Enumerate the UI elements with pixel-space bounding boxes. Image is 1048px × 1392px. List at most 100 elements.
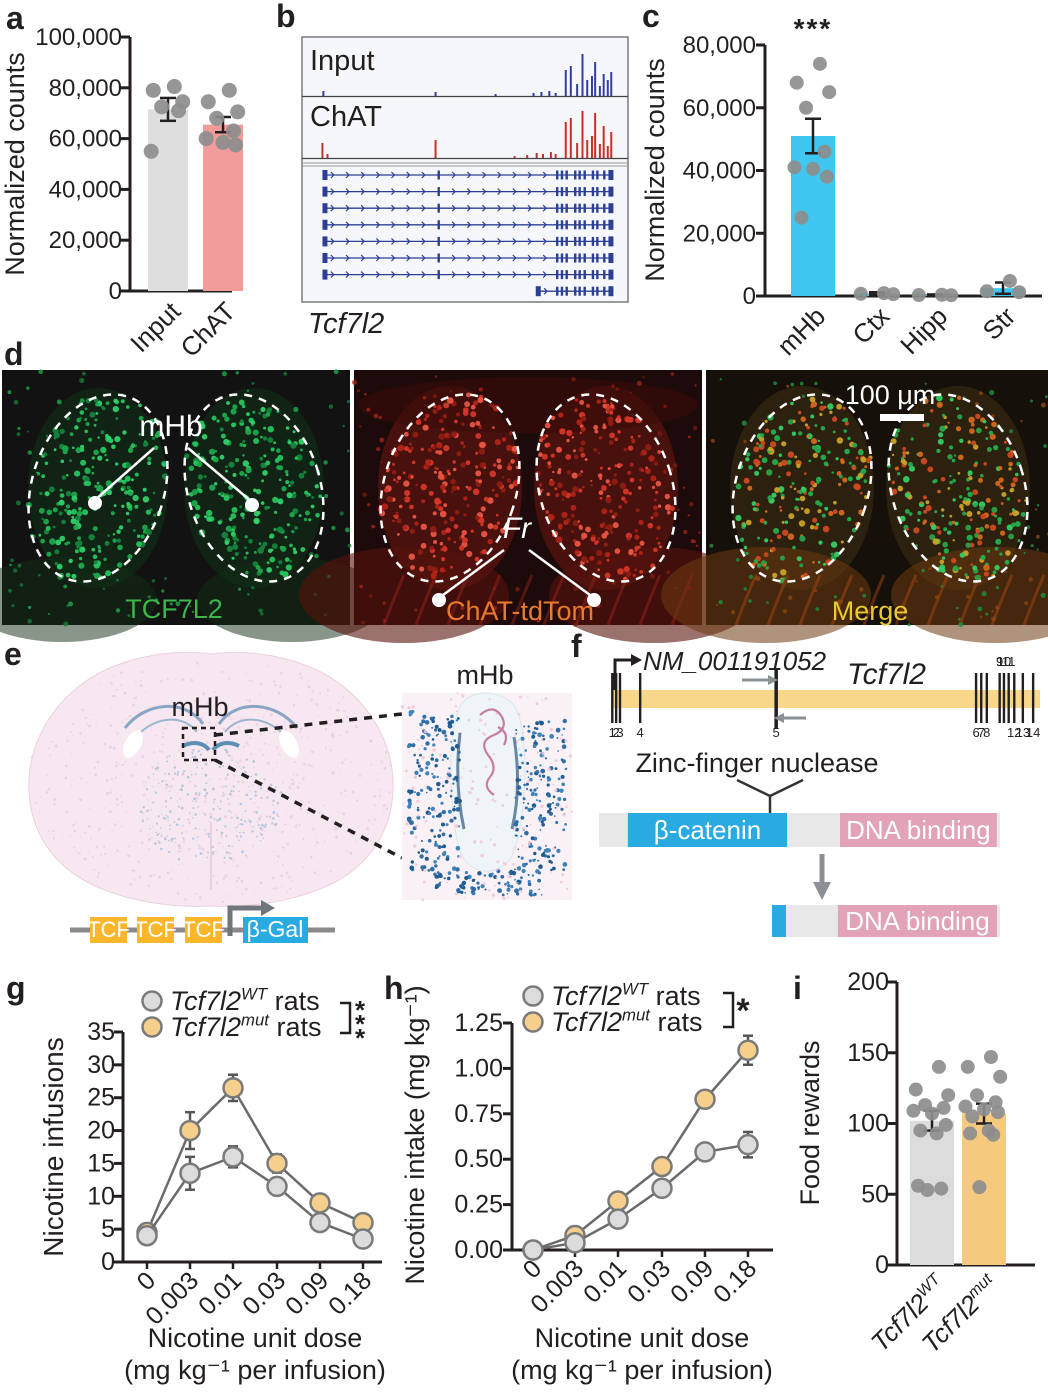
x-axis-title: (mg kg⁻¹ per infusion): [511, 1355, 773, 1385]
svg-text:40,000: 40,000: [683, 158, 756, 185]
significance-stars: *: [355, 995, 366, 1025]
channel-label-merge: Merge: [832, 596, 909, 626]
mhb-outline: [379, 393, 521, 583]
svg-text:0: 0: [743, 283, 756, 310]
svg-text:20,000: 20,000: [683, 220, 756, 247]
y-axis-title: Food rewards: [795, 1040, 825, 1205]
svg-text:100,000: 100,000: [35, 24, 122, 51]
svg-text:0: 0: [109, 278, 122, 305]
svg-text:15: 15: [87, 1149, 115, 1177]
svg-text:20,000: 20,000: [49, 227, 122, 254]
legend-entry: Tcf7l2WT rats: [551, 980, 701, 1011]
exon-number: 11: [1002, 654, 1016, 669]
panel-d-image-merge: 100 μm Merge: [661, 370, 1048, 643]
significance-stars: *: [355, 1023, 366, 1053]
scale-bar-label: 100 μm: [845, 380, 936, 410]
panel-label-h: h: [384, 970, 404, 1006]
fr-annotation: Fr: [503, 512, 532, 545]
panel-label-d: d: [4, 336, 24, 372]
x-tick-label: 0.03: [622, 1254, 676, 1308]
exon-number: 4: [637, 725, 644, 740]
x-tick-label: 0.09: [665, 1254, 719, 1308]
exon-number: 2: [613, 725, 620, 740]
tcf-box: [90, 917, 127, 943]
svg-text:35: 35: [87, 1018, 115, 1046]
panel-d-image-chat-tdtom: Fr ChAT-tdTom: [299, 370, 759, 643]
x-tick-label: mHb: [771, 301, 831, 361]
x-axis-title: Nicotine unit dose: [535, 1323, 750, 1353]
svg-text:0: 0: [875, 1251, 889, 1279]
tcf-box: [185, 917, 222, 943]
exon-number: 3: [616, 725, 623, 740]
x-tick-label: Str: [977, 301, 1022, 346]
x-tick-label: ChAT: [174, 296, 241, 363]
x-tick-label: 0.18: [323, 1266, 377, 1320]
panel-label-g: g: [6, 970, 26, 1006]
panel-a-bar-chart: 0 20,000 40,000 60,000 80,000 100,000Normaliz…: [0, 24, 246, 363]
mhb-inset-image: [400, 692, 574, 902]
protein-domain-label: β-catenin: [654, 815, 761, 845]
svg-text:20: 20: [87, 1117, 115, 1145]
nuclease-label: Zinc-finger nuclease: [635, 748, 878, 778]
y-axis-title: Nicotine infusions: [38, 1037, 69, 1256]
x-axis-title: (mg kg⁻¹ per infusion): [124, 1355, 386, 1385]
mhb-outline: [183, 393, 325, 583]
exon-number: 12: [1007, 725, 1021, 740]
svg-text:0.00: 0.00: [454, 1236, 503, 1264]
tcf-box-label: TCF: [182, 917, 225, 942]
mhb-outline: [535, 393, 677, 583]
exon-number: 6: [972, 725, 979, 740]
mhb-outline: [27, 393, 169, 583]
panel-b-gene-label: Tcf7l2: [308, 308, 385, 340]
svg-text:1.25: 1.25: [454, 1009, 503, 1037]
svg-text:30: 30: [87, 1051, 115, 1079]
svg-text:60,000: 60,000: [683, 95, 756, 122]
x-tick-label: 0.01: [193, 1266, 247, 1320]
x-tick-label: Hipp: [894, 301, 953, 360]
tcf-box-label: TCF: [134, 917, 177, 942]
svg-text:0.75: 0.75: [454, 1100, 503, 1128]
svg-text:150: 150: [847, 1039, 889, 1067]
panel-c-bar-chart: 0 20,000 40,000 60,000 80,000 Normalized coun…: [640, 13, 1042, 361]
svg-text:0.50: 0.50: [454, 1145, 503, 1173]
panel-label-a: a: [6, 0, 24, 36]
channel-label-chat-tdtom: ChAT-tdTom: [446, 596, 594, 626]
exon-number: 1: [609, 725, 616, 740]
channel-label-tcf7l2: TCF7L2: [125, 594, 223, 624]
bgal-label: β-Gal: [247, 916, 304, 942]
x-tick-label: Ctx: [846, 301, 895, 350]
mhb-outline: [887, 393, 1029, 583]
svg-text:10: 10: [87, 1182, 115, 1210]
exon-number: 14: [1026, 725, 1040, 740]
tcf-box: [137, 917, 174, 943]
zoom-box: [181, 726, 217, 762]
panel-label-b: b: [276, 0, 296, 34]
panel-label-e: e: [4, 636, 22, 672]
exon-number: 13: [1016, 725, 1030, 740]
track-label: ChAT: [310, 101, 382, 133]
x-tick-label: 0.01: [578, 1254, 632, 1308]
mhb-label-brain: mHb: [171, 692, 228, 722]
x-tick-label: 0.09: [280, 1266, 334, 1320]
svg-text:1.00: 1.00: [454, 1054, 503, 1082]
y-axis-title: Normalized counts: [640, 58, 670, 282]
x-tick-label: 0.03: [237, 1266, 291, 1320]
tcf-box-label: TCF: [87, 917, 130, 942]
svg-text:80,000: 80,000: [49, 75, 122, 102]
x-tick-label: 0.18: [708, 1254, 762, 1308]
svg-text:25: 25: [87, 1084, 115, 1112]
mhb-annotation: mHb: [139, 410, 202, 443]
mhb-inset-title: mHb: [456, 660, 513, 690]
exon-number: 9: [996, 654, 1003, 669]
y-axis-title: Normalized counts: [0, 52, 30, 276]
exon-number: 7: [978, 725, 985, 740]
exon-number: 10: [997, 654, 1011, 669]
promoter-arrow: [227, 905, 261, 936]
x-axis-title: Nicotine unit dose: [148, 1323, 363, 1353]
mhb-outline: [731, 393, 873, 583]
